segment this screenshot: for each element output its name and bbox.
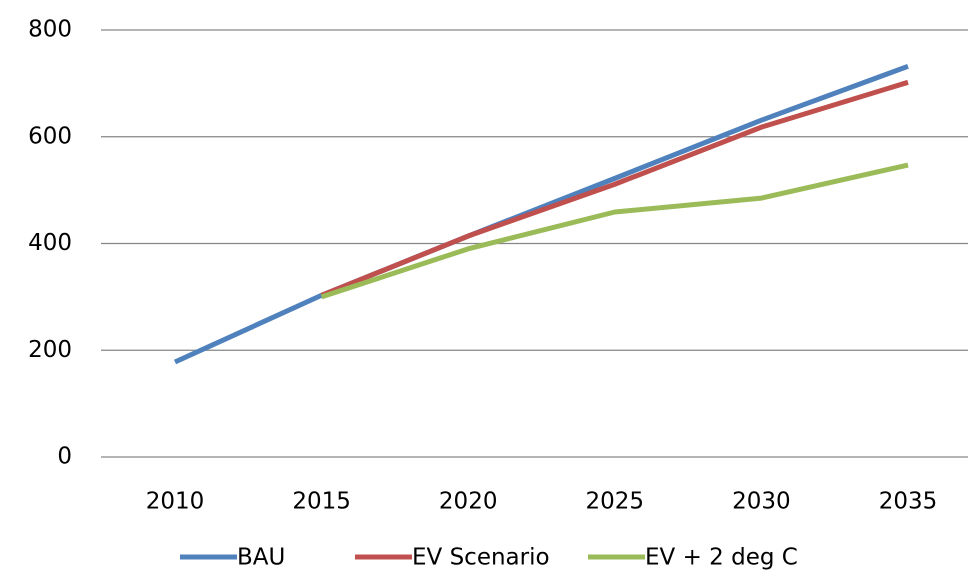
x-tick-label: 2020 xyxy=(439,489,498,515)
x-tick-label: 2010 xyxy=(146,489,205,515)
legend-label: BAU xyxy=(237,545,285,571)
y-tick-label: 0 xyxy=(57,444,72,470)
data-line xyxy=(173,63,909,365)
y-tick-label: 200 xyxy=(28,337,72,363)
x-tick-label: 2015 xyxy=(292,489,351,515)
y-tick-label: 400 xyxy=(28,230,72,256)
y-tick-label: 600 xyxy=(28,123,72,149)
data-line xyxy=(320,79,909,298)
y-tick-label: 800 xyxy=(28,17,72,43)
data-line xyxy=(320,162,909,300)
x-tick-label: 2025 xyxy=(586,489,645,515)
x-tick-label: 2030 xyxy=(732,489,791,515)
legend-label: EV + 2 deg C xyxy=(645,545,798,571)
x-tick-label: 2035 xyxy=(879,489,938,515)
legend-label: EV Scenario xyxy=(412,545,550,571)
